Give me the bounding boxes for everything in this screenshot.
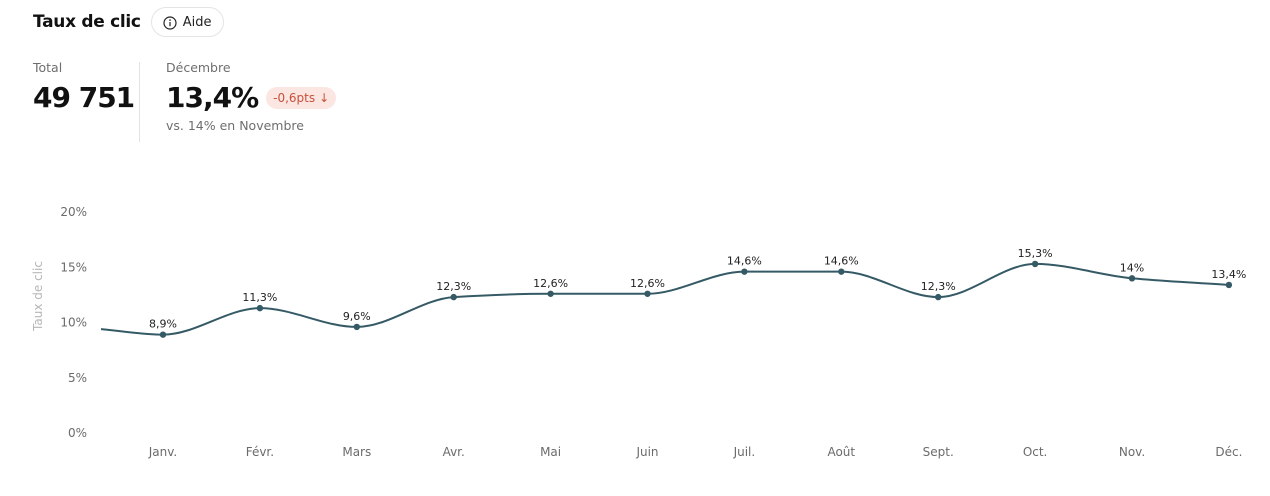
help-button[interactable]: Aide (150, 7, 225, 37)
x-tick-label: Nov. (1119, 445, 1145, 459)
y-tick-label: 10% (60, 316, 87, 330)
y-tick-label: 20% (60, 205, 87, 219)
data-point[interactable] (741, 268, 748, 275)
y-axis-title: Taux de clic (31, 261, 45, 332)
x-tick-label: Janv. (148, 445, 177, 459)
arrow-down-icon: ↓ (319, 90, 330, 105)
data-point[interactable] (644, 290, 651, 297)
kpi-total: Total 49 751 (33, 60, 135, 114)
data-point[interactable] (1031, 260, 1039, 268)
x-tick-label: Juin (635, 445, 658, 459)
x-tick-label: Mars (342, 445, 371, 459)
chart-header: Taux de clic Aide (33, 6, 225, 38)
x-tick-label: Sept. (923, 445, 954, 459)
data-label: 12,3% (921, 280, 956, 293)
x-tick-label: Juil. (733, 445, 756, 459)
data-label: 8,9% (149, 318, 177, 331)
kpi-total-label: Total (33, 60, 63, 75)
data-label: 11,3% (242, 291, 277, 304)
x-axis: Janv. Févr. Mars Avr. Mai Juin Juil. Août Sept. O… (148, 445, 1243, 459)
kpi-month: Décembre 13,4% -0,6pts ↓ vs. 14% en Nove… (166, 60, 337, 133)
data-point[interactable] (935, 293, 942, 301)
data-labels: 8,9% 11,3% 9,6% 12,3% 12,6% 12,6% 14,6% 14,6% 12… (149, 247, 1246, 331)
data-label: 12,3% (436, 280, 471, 293)
kpi-total-value: 49 751 (33, 81, 135, 114)
y-tick-label: 15% (60, 260, 87, 274)
data-point[interactable] (1128, 275, 1136, 282)
data-label: 12,6% (533, 277, 568, 290)
data-point[interactable] (450, 293, 457, 301)
y-tick-label: 0% (68, 426, 87, 440)
line-chart: 0% 5% 10% 15% 20% Taux de clic Janv. Févr. Mar… (31, 205, 1246, 459)
data-label: 12,6% (630, 277, 665, 290)
data-point[interactable] (159, 331, 167, 338)
data-points (159, 260, 1233, 338)
kpi-month-label: Décembre (166, 60, 231, 75)
x-tick-label: Oct. (1023, 445, 1048, 459)
x-tick-label: Avr. (443, 445, 465, 459)
data-label: 9,6% (343, 310, 371, 323)
data-label: 15,3% (1018, 247, 1053, 260)
kpi-month-value: 13,4% (166, 81, 259, 114)
data-label: 14% (1120, 261, 1144, 274)
y-axis: 0% 5% 10% 15% 20% (60, 205, 87, 440)
data-label: 13,4% (1211, 268, 1246, 281)
data-point[interactable] (353, 323, 360, 331)
info-icon (163, 15, 177, 30)
data-point[interactable] (256, 304, 264, 312)
x-tick-label: Déc. (1215, 445, 1242, 459)
delta-value: -0,6pts (273, 90, 316, 105)
data-label: 14,6% (727, 255, 762, 268)
delta-badge: -0,6pts ↓ (266, 86, 337, 109)
data-point[interactable] (838, 268, 845, 275)
kpi-comparison: vs. 14% en Novembre (166, 118, 304, 133)
kpi-divider (139, 62, 140, 142)
x-tick-label: Août (827, 445, 855, 459)
x-tick-label: Mai (540, 445, 561, 459)
x-tick-label: Févr. (246, 445, 274, 459)
data-label: 14,6% (824, 255, 859, 268)
data-point[interactable] (1225, 281, 1233, 289)
y-tick-label: 5% (68, 371, 87, 385)
data-point[interactable] (547, 290, 554, 297)
help-button-label: Aide (182, 14, 212, 30)
page-title: Taux de clic (33, 12, 141, 32)
